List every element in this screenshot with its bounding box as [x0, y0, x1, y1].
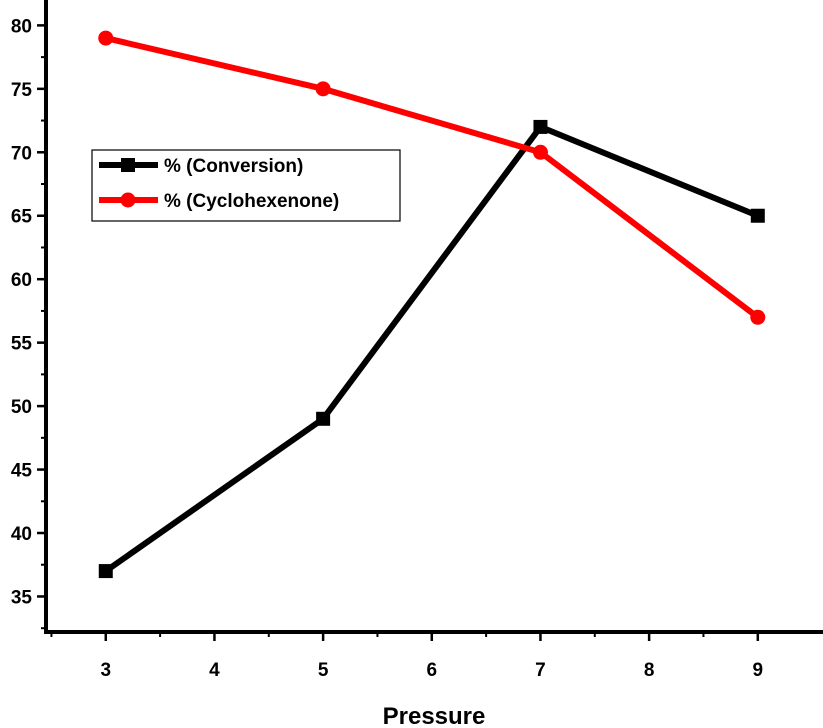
- series-0-point-1: [316, 411, 331, 426]
- x-tick-label-5: 5: [318, 660, 329, 681]
- y-tick-label-60: 60: [11, 270, 32, 291]
- x-tick-label-8: 8: [644, 660, 655, 681]
- x-axis-title: Pressure: [383, 703, 486, 728]
- x-tick-label-6: 6: [426, 660, 437, 681]
- series-1-point-2: [532, 144, 548, 160]
- legend-label-cyclohexenone: % (Cyclohexenone): [164, 191, 339, 212]
- y-tick-label-75: 75: [11, 80, 33, 101]
- y-tick-label-45: 45: [11, 461, 33, 482]
- y-tick-label-55: 55: [11, 334, 33, 355]
- legend-label-conversion: % (Conversion): [164, 156, 303, 177]
- series-group: [98, 30, 766, 579]
- axes: [44, 0, 823, 634]
- y-axis-ticks: 35 40 45 50 55 60 65 70 75 80: [11, 16, 46, 630]
- series-0-point-0: [98, 564, 113, 579]
- y-tick-label-70: 70: [11, 143, 32, 164]
- series-1-point-3: [750, 309, 766, 325]
- series-0-line: [104, 123, 759, 574]
- y-tick-label-50: 50: [11, 397, 32, 418]
- x-axis-ticks: 3 4 5 6 7 8 9: [50, 632, 764, 681]
- x-tick-label-9: 9: [753, 660, 764, 681]
- series-1-point-1: [315, 81, 331, 97]
- legend-box: [91, 149, 401, 222]
- series-0-point-3: [750, 208, 765, 223]
- series-1-point-0: [98, 30, 114, 46]
- legend-swatch-cyclohexenone-marker: [120, 192, 136, 208]
- legend: % (Conversion) % (Cyclohexenone): [91, 149, 401, 222]
- x-tick-label-7: 7: [535, 660, 546, 681]
- y-tick-label-65: 65: [11, 207, 33, 228]
- y-tick-label-35: 35: [11, 587, 33, 608]
- y-tick-label-40: 40: [11, 524, 32, 545]
- series-0-point-2: [533, 119, 548, 134]
- x-tick-label-3: 3: [100, 660, 111, 681]
- legend-swatch-conversion-marker: [121, 158, 135, 172]
- series-1-line: [105, 35, 760, 320]
- y-tick-label-80: 80: [11, 16, 32, 37]
- x-tick-label-4: 4: [209, 660, 220, 681]
